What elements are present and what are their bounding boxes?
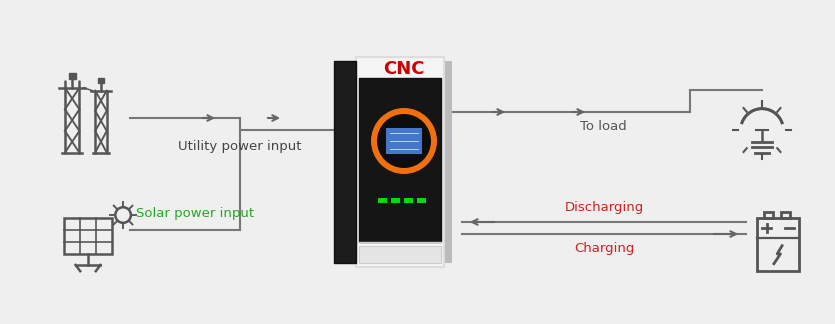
- Text: Charging: Charging: [574, 242, 635, 255]
- Bar: [356, 57, 444, 267]
- Text: Discharging: Discharging: [564, 201, 644, 214]
- Bar: [68, 73, 76, 79]
- Bar: [404, 198, 413, 203]
- Bar: [757, 218, 799, 271]
- Bar: [359, 78, 441, 242]
- Bar: [63, 218, 112, 254]
- Bar: [444, 61, 452, 263]
- Bar: [386, 128, 422, 154]
- Bar: [98, 78, 104, 83]
- Bar: [378, 198, 387, 203]
- Text: Utility power input: Utility power input: [178, 140, 301, 153]
- Circle shape: [371, 108, 437, 174]
- Bar: [359, 246, 441, 263]
- Text: CNC: CNC: [383, 60, 425, 77]
- Text: To load: To load: [580, 120, 627, 133]
- Bar: [391, 198, 400, 203]
- Bar: [417, 198, 426, 203]
- Bar: [334, 61, 356, 263]
- Bar: [782, 212, 791, 218]
- Bar: [764, 212, 773, 218]
- Text: Solar power input: Solar power input: [136, 207, 254, 220]
- Circle shape: [377, 114, 431, 168]
